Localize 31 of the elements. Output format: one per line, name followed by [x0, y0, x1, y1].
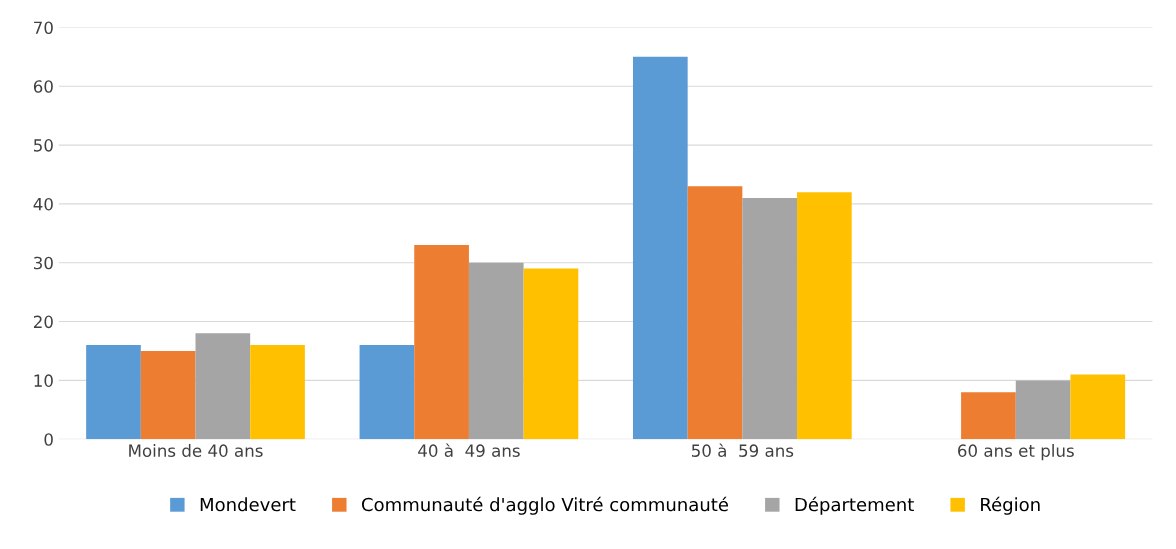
y-tick-label: 70 — [34, 21, 53, 35]
bar — [961, 392, 1016, 440]
x-tick-label: 50 à 59 ans — [692, 443, 794, 457]
x-tick-label: 40 à 49 ans — [418, 443, 520, 457]
y-tick-label: 10 — [34, 374, 53, 387]
bar — [140, 350, 196, 440]
bar — [632, 56, 688, 440]
legend-label: Mondevert — [200, 497, 296, 512]
bar — [1015, 380, 1071, 440]
x-tick-label: 60 ans et plus — [958, 444, 1074, 461]
bar — [414, 245, 469, 440]
legend-label: Région — [981, 496, 1040, 515]
y-tick-label: 0 — [44, 433, 53, 446]
bar — [1070, 374, 1126, 440]
y-tick-label: 20 — [33, 315, 53, 329]
bar — [468, 262, 524, 440]
bar — [195, 333, 251, 440]
y-tick-label: 40 — [33, 197, 53, 211]
bar — [687, 186, 743, 440]
bar — [359, 345, 415, 440]
x-tick-label: Moins de 40 ans — [129, 444, 263, 457]
bar — [797, 192, 852, 440]
bar — [742, 198, 798, 440]
legend-label: Communauté d'agglo Vitré communauté — [361, 496, 729, 515]
bar — [86, 345, 141, 440]
bar — [523, 268, 579, 440]
y-tick-label: 50 — [34, 139, 53, 152]
y-tick-label: 30 — [34, 256, 53, 270]
y-tick-label: 60 — [33, 80, 53, 93]
bar — [250, 345, 305, 440]
legend-label: Département — [795, 496, 914, 515]
